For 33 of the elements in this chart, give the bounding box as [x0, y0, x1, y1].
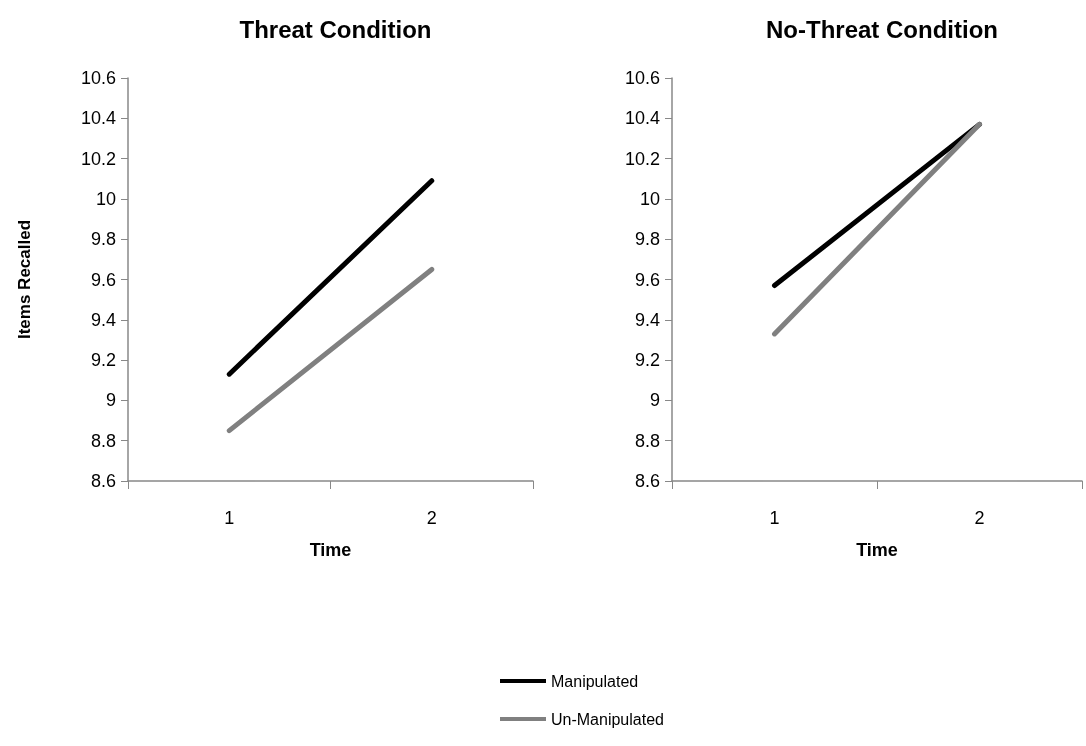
chart-title: Threat Condition [239, 15, 432, 43]
y-tick-label: 10.6 [624, 68, 660, 88]
y-tick-label: 10.4 [624, 108, 660, 129]
x-tick-label: 1 [769, 508, 780, 528]
y-tick-label: 9.6 [634, 269, 660, 290]
y-tick-label: 8.6 [90, 471, 116, 491]
x-tick-label: 2 [974, 508, 985, 528]
y-axis-title: Items Recalled [15, 219, 34, 340]
y-tick-label: 9.2 [634, 350, 660, 371]
y-tick-label: 10 [639, 188, 660, 209]
y-tick-label: 9.8 [634, 229, 660, 250]
x-axis-title: Time [309, 540, 352, 560]
y-tick-label: 10 [95, 188, 116, 209]
chart-title: No-Threat Condition [766, 15, 998, 43]
x-tick-label: 1 [224, 508, 235, 528]
y-tick-label: 10.4 [80, 108, 116, 129]
y-tick-label: 9 [649, 390, 660, 411]
y-tick-label: 9.6 [90, 269, 116, 290]
y-tick-label: 10.6 [80, 68, 116, 88]
y-tick-label: 10.2 [624, 148, 660, 169]
legend-label: Manipulated [551, 672, 639, 690]
y-tick-label: 9 [105, 390, 116, 411]
legend-label: Un-Manipulated [551, 710, 664, 728]
y-tick-label: 8.6 [634, 471, 660, 491]
y-tick-label: 8.8 [634, 430, 660, 451]
x-axis-title: Time [856, 540, 898, 560]
y-tick-label: 9.2 [90, 350, 116, 371]
y-tick-label: 8.8 [90, 430, 116, 451]
y-tick-label: 10.2 [80, 148, 116, 169]
y-tick-label: 9.4 [634, 309, 660, 330]
y-tick-label: 9.4 [90, 309, 116, 330]
x-tick-label: 2 [426, 508, 437, 528]
y-tick-label: 9.8 [90, 229, 116, 250]
